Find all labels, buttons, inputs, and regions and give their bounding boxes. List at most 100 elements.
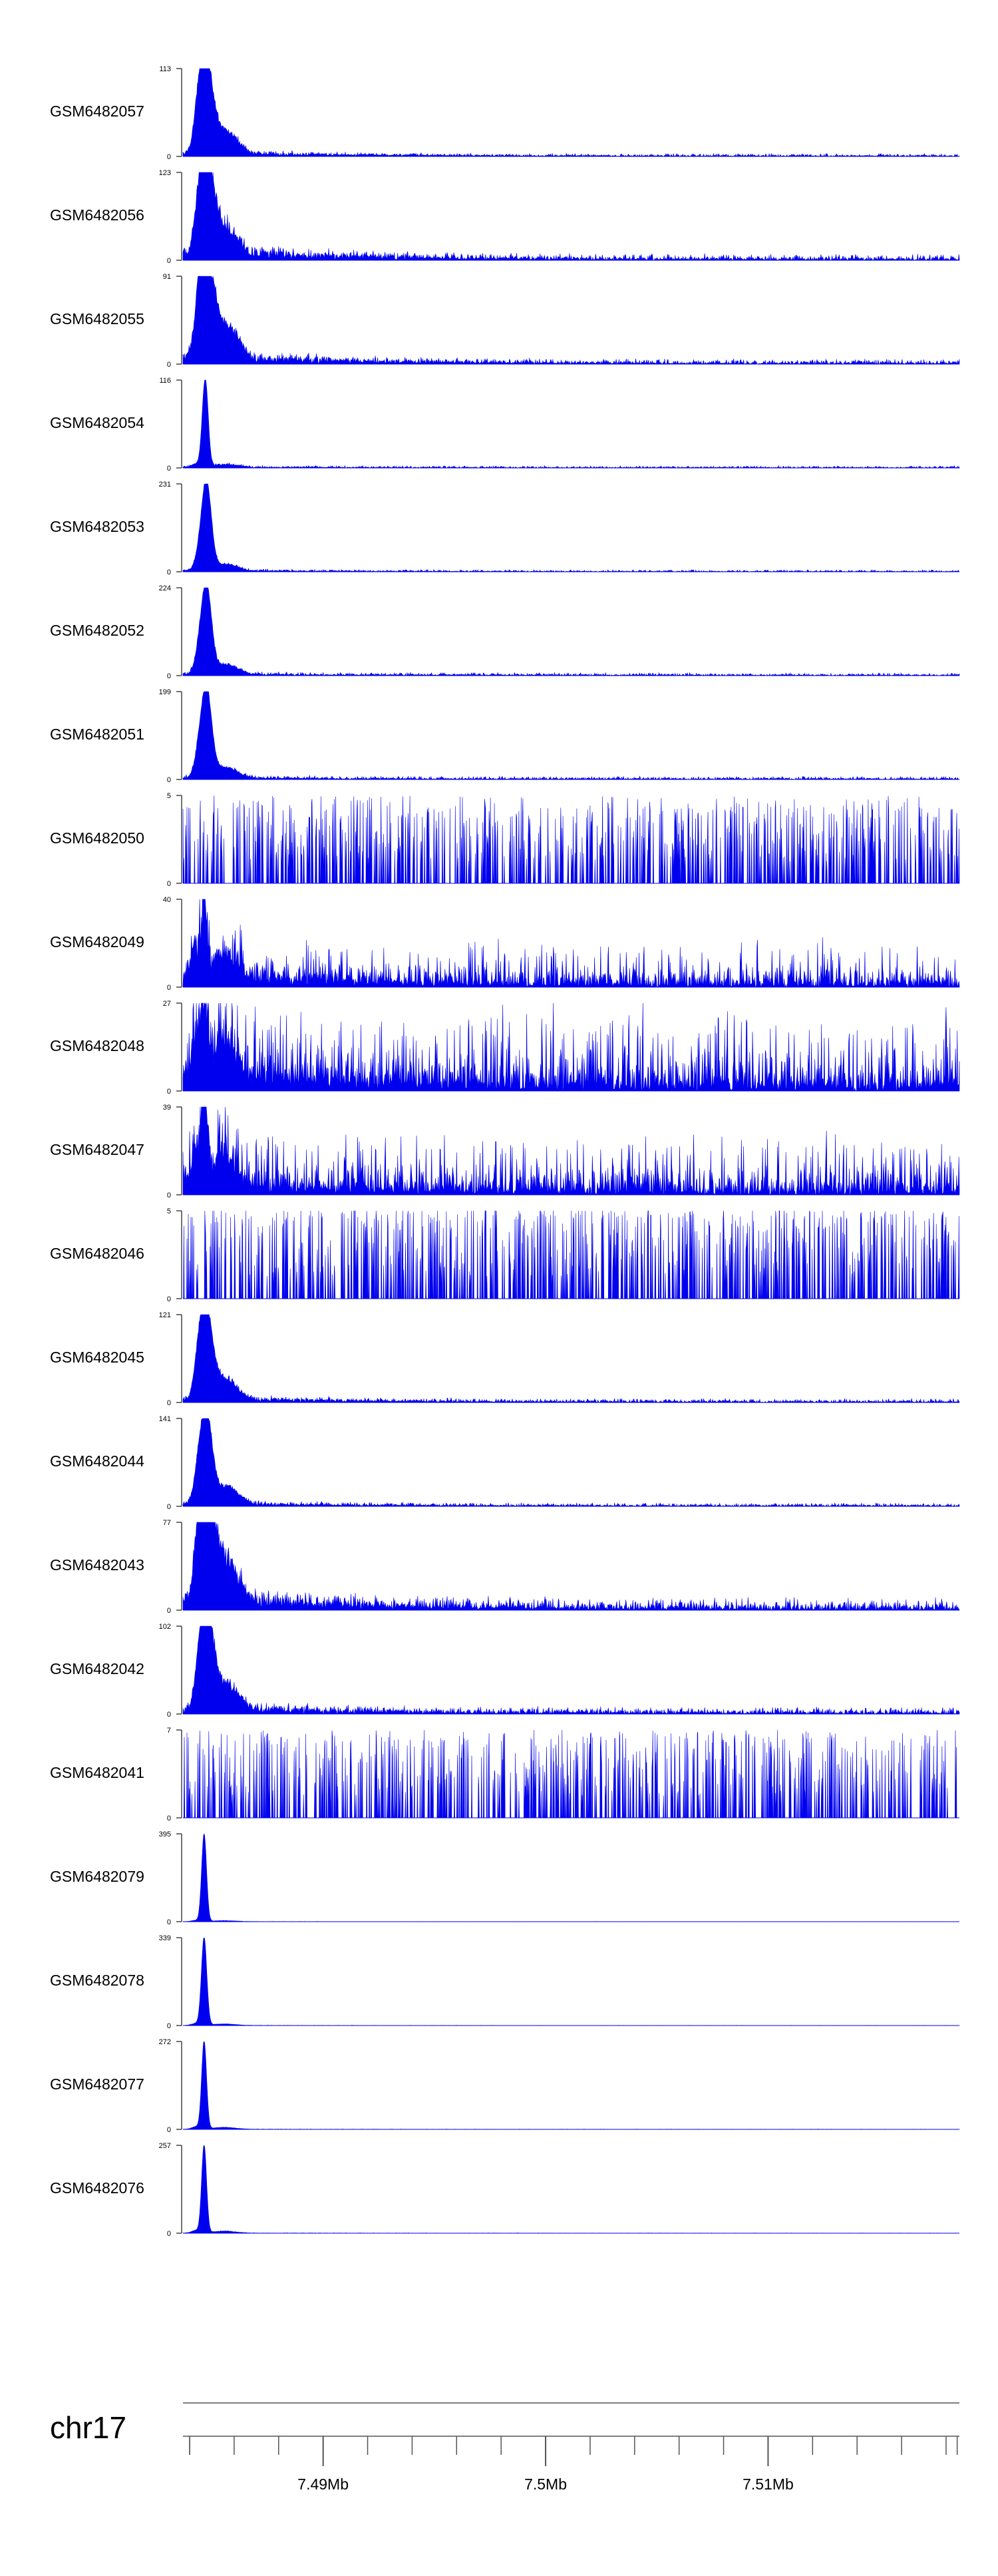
y-max-label: 40 xyxy=(163,896,171,904)
track-label: GSM6482077 xyxy=(50,2075,144,2093)
genome-axis-svg: 7.49Mb 7.5Mb 7.51Mb xyxy=(183,2402,959,2493)
coverage-area xyxy=(183,1729,959,1819)
y-zero-label: 0 xyxy=(167,2230,171,2238)
track-plot: 116 0 xyxy=(159,377,960,473)
track-GSM6482051: GSM6482051 199 0 xyxy=(0,686,998,790)
track-plot: 141 0 xyxy=(159,1415,960,1511)
track-GSM6482048: GSM6482048 27 0 xyxy=(0,998,998,1102)
y-max-label: 257 xyxy=(159,2142,171,2150)
track-label: GSM6482079 xyxy=(50,1868,144,1885)
y-zero-label: 0 xyxy=(167,672,171,680)
coverage-area xyxy=(182,1625,960,1715)
y-max-label: 224 xyxy=(159,584,171,592)
y-max-label: 39 xyxy=(163,1104,171,1112)
track-plot: 123 0 xyxy=(159,169,960,265)
y-max-label: 199 xyxy=(159,688,171,696)
coverage-area xyxy=(182,1002,960,1092)
y-max-label: 395 xyxy=(159,1830,171,1838)
coverage-area xyxy=(182,2041,960,2130)
track-label: GSM6482076 xyxy=(50,2179,144,2197)
y-max-label: 116 xyxy=(159,377,171,385)
y-max-label: 272 xyxy=(159,2038,171,2046)
track-GSM6482046: GSM6482046 5 0 xyxy=(0,1205,998,1309)
track-GSM6482049: GSM6482049 40 0 xyxy=(0,894,998,998)
track-plot: 50 xyxy=(167,1207,960,1303)
chromosome-label: chr17 xyxy=(50,2410,127,2445)
track-GSM6482077: GSM6482077 272 0 xyxy=(0,2036,998,2140)
track-GSM6482050: GSM6482050 5 0 xyxy=(0,790,998,894)
track-plot: 40 0 xyxy=(163,896,960,992)
track-GSM6482057: GSM6482057 113 0 xyxy=(0,63,998,167)
y-max-label: 7 xyxy=(167,1727,171,1735)
y-zero-label: 0 xyxy=(167,1399,171,1407)
track-label: GSM6482041 xyxy=(50,1764,144,1781)
track-label: GSM6482043 xyxy=(50,1556,144,1574)
coverage-area xyxy=(182,587,960,676)
coverage-area xyxy=(182,1937,960,2026)
track-label: GSM6482048 xyxy=(50,1037,144,1054)
y-zero-label: 0 xyxy=(167,465,171,473)
y-zero-label: 0 xyxy=(167,1295,171,1303)
coverage-area xyxy=(182,276,960,365)
coverage-area xyxy=(182,899,960,988)
y-zero-label: 0 xyxy=(167,984,171,992)
y-max-label: 5 xyxy=(167,1207,171,1215)
y-max-label: 231 xyxy=(159,481,171,489)
coverage-area xyxy=(182,1418,960,1507)
track-plot: 224 0 xyxy=(159,584,960,680)
y-zero-label: 0 xyxy=(167,568,171,576)
y-zero-label: 0 xyxy=(167,153,171,161)
track-GSM6482042: GSM6482042 102 0 xyxy=(0,1621,998,1725)
y-max-label: 102 xyxy=(159,1623,171,1631)
y-max-label: 77 xyxy=(163,1519,171,1527)
y-zero-label: 0 xyxy=(167,1088,171,1096)
track-GSM6482047: GSM6482047 39 0 xyxy=(0,1102,998,1205)
track-plot: 113 0 xyxy=(159,65,960,161)
coverage-area xyxy=(182,2145,959,2234)
track-label: GSM6482047 xyxy=(50,1141,144,1158)
y-max-label: 27 xyxy=(163,1000,171,1008)
coverage-area xyxy=(182,691,960,781)
track-label: GSM6482042 xyxy=(50,1660,144,1677)
y-zero-label: 0 xyxy=(167,1191,171,1199)
y-zero-label: 0 xyxy=(167,257,171,265)
coverage-area xyxy=(182,795,960,884)
y-zero-label: 0 xyxy=(167,1711,171,1719)
track-GSM6482055: GSM6482055 91 0 xyxy=(0,271,998,375)
y-zero-label: 0 xyxy=(167,2022,171,2030)
y-zero-label: 0 xyxy=(167,880,171,888)
track-label: GSM6482078 xyxy=(50,1972,144,1989)
track-label: GSM6482052 xyxy=(50,622,144,639)
track-plot: 102 0 xyxy=(159,1623,960,1719)
track-GSM6482045: GSM6482045 121 0 xyxy=(0,1309,998,1413)
track-plot: 231 0 xyxy=(159,481,960,576)
y-zero-label: 0 xyxy=(167,1918,171,1926)
axis-tick-label: 7.51Mb xyxy=(743,2475,794,2493)
track-GSM6482056: GSM6482056 123 0 xyxy=(0,167,998,271)
y-max-label: 339 xyxy=(159,1934,171,1942)
coverage-area xyxy=(183,1210,960,1299)
track-label: GSM6482046 xyxy=(50,1245,144,1262)
track-label: GSM6482044 xyxy=(50,1452,144,1470)
track-plot: 339 0 xyxy=(159,1934,960,2030)
y-max-label: 113 xyxy=(159,65,171,73)
coverage-area xyxy=(182,1833,959,1922)
coverage-area xyxy=(182,68,960,158)
track-label: GSM6482057 xyxy=(50,103,144,120)
track-label: GSM6482054 xyxy=(50,414,144,431)
coverage-area xyxy=(182,1106,960,1195)
track-plot: 257 0 xyxy=(159,2142,959,2238)
coverage-area xyxy=(182,172,960,262)
coverage-area xyxy=(182,379,960,469)
track-plot: 70 xyxy=(167,1727,959,1823)
track-plot: 50 xyxy=(167,792,960,888)
track-GSM6482044: GSM6482044 141 0 xyxy=(0,1413,998,1517)
axis-tick-label: 7.5Mb xyxy=(524,2475,567,2493)
track-plot: 27 0 xyxy=(163,1000,960,1096)
track-plot: 272 0 xyxy=(159,2038,960,2134)
axis-tick-label: 7.49Mb xyxy=(297,2475,349,2493)
track-plot: 77 0 xyxy=(163,1519,960,1615)
y-zero-label: 0 xyxy=(167,776,171,784)
